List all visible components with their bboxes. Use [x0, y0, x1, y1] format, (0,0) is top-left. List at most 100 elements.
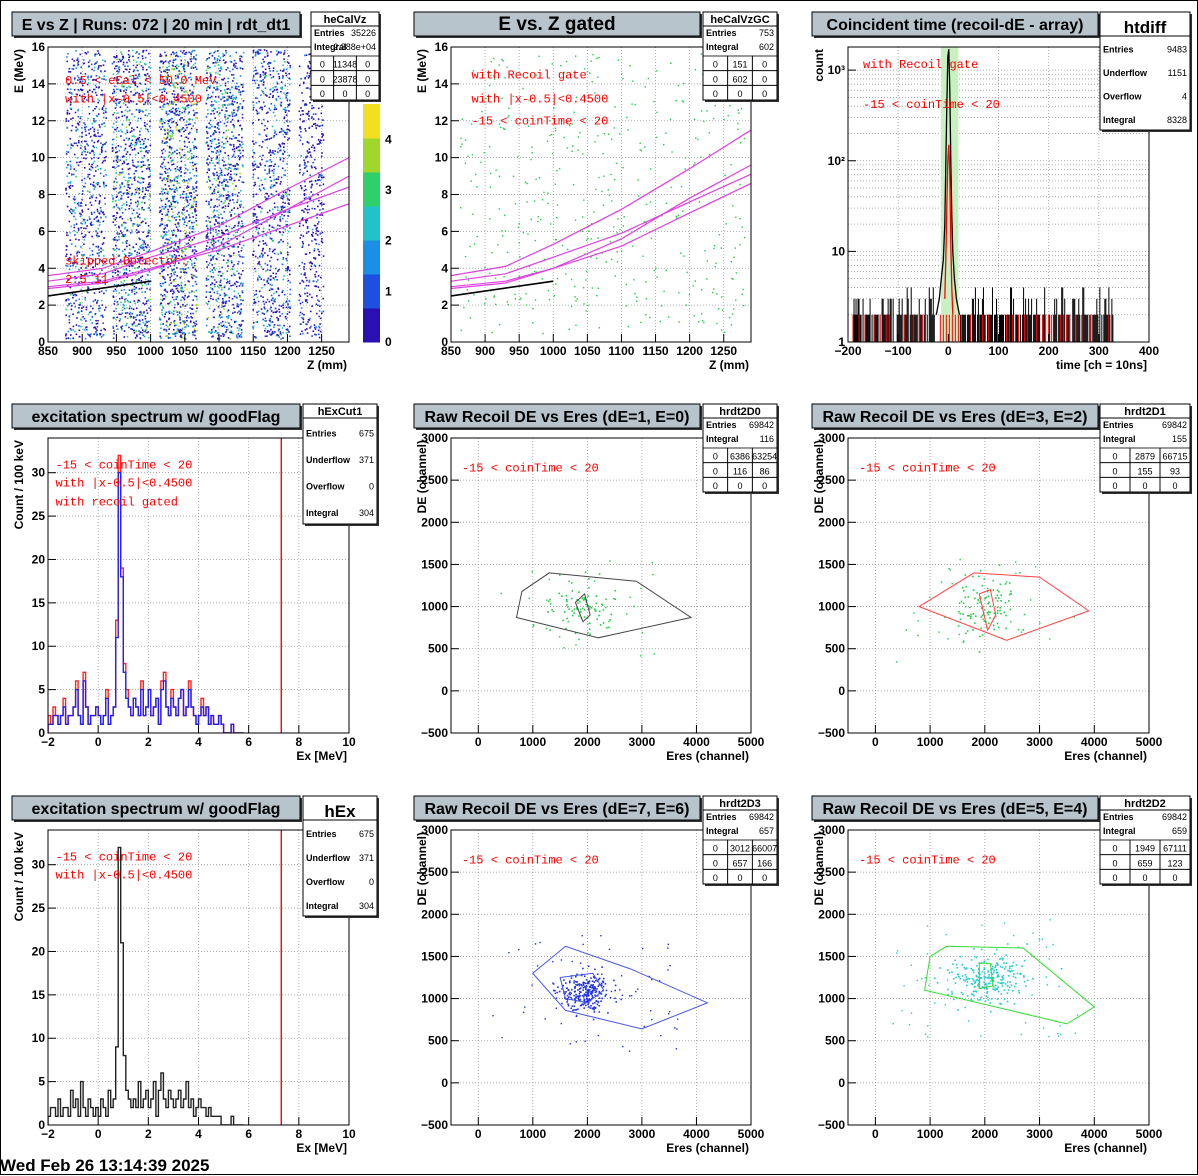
heatmap-cell [95, 313, 97, 315]
heatmap-cell [149, 186, 151, 188]
heatmap-cell [99, 222, 101, 224]
heatmap-cell [263, 84, 265, 86]
heatmap-cell [168, 337, 170, 339]
heatmap-cell [178, 325, 180, 327]
heatmap-cell [239, 296, 241, 298]
heatmap-cell [212, 92, 214, 94]
heatmap-cell [187, 311, 189, 313]
heatmap-cell [226, 294, 228, 296]
heatmap-cell [205, 248, 207, 250]
heatmap-cell [176, 64, 178, 66]
heatmap-cell [138, 238, 140, 240]
heatmap-cell [190, 53, 192, 55]
heatmap-cell [90, 128, 92, 130]
heatmap-cell [80, 147, 82, 149]
heatmap-cell [232, 266, 234, 268]
heatmap-cell [169, 322, 171, 324]
heatmap-cell [262, 248, 264, 250]
heatmap-cell [309, 181, 311, 183]
heatmap-cell [102, 249, 104, 251]
heatmap-cell [99, 154, 101, 156]
heatmap-cell [224, 179, 226, 181]
heatmap-cell [273, 227, 275, 229]
heatmap-cell [241, 137, 243, 139]
heatmap-cell [80, 289, 82, 291]
heatmap-cell [214, 263, 216, 265]
heatmap-cell [229, 280, 231, 282]
heatmap-cell [288, 110, 290, 112]
heatmap-cell [69, 182, 71, 184]
heatmap-cell [191, 205, 193, 207]
heatmap-cell [145, 246, 147, 248]
heatmap-cell [234, 60, 236, 62]
heatmap-cell [118, 161, 120, 163]
heatmap-cell [148, 331, 150, 333]
heatmap-cell [285, 112, 287, 114]
heatmap-cell [172, 180, 174, 182]
heatmap-cell [283, 232, 285, 234]
heatmap-cell [115, 187, 117, 189]
heatmap-cell [164, 130, 166, 132]
heatmap-cell [180, 283, 182, 285]
heatmap-cell [117, 274, 119, 276]
heatmap-cell [87, 51, 89, 53]
heatmap-cell [276, 108, 278, 110]
heatmap-cell [189, 172, 191, 174]
heatmap-cell [66, 56, 68, 58]
heatmap-cell [136, 325, 138, 327]
heatmap-cell [165, 88, 167, 90]
heatmap-cell [317, 234, 319, 236]
heatmap-cell [147, 300, 149, 302]
heatmap-cell [113, 61, 115, 63]
heatmap-cell [72, 117, 74, 119]
heatmap-cell [264, 307, 266, 309]
heatmap-cell [142, 244, 144, 246]
heatmap-cell [233, 227, 235, 229]
heatmap-cell [84, 178, 86, 180]
heatmap-cell [142, 157, 144, 159]
heatmap-cell [207, 66, 209, 68]
heatmap-cell [183, 182, 185, 184]
heatmap-cell [281, 195, 283, 197]
heatmap-cell [287, 132, 289, 134]
heatmap-cell [161, 89, 163, 91]
heatmap-cell [122, 124, 124, 126]
heatmap-cell [321, 175, 323, 177]
heatmap-cell [270, 93, 272, 95]
heatmap-cell [241, 290, 243, 292]
heatmap-cell [164, 329, 166, 331]
heatmap-cell [69, 221, 71, 223]
heatmap-cell [173, 292, 175, 294]
heatmap-cell [137, 189, 139, 191]
heatmap-cell [196, 308, 198, 310]
heatmap-cell [302, 243, 304, 245]
heatmap-cell [119, 209, 121, 211]
heatmap-cell [186, 206, 188, 208]
heatmap-cell [159, 273, 161, 275]
heatmap-cell [134, 250, 136, 252]
heatmap-cell [262, 236, 264, 238]
heatmap-cell [121, 232, 123, 234]
heatmap-cell [100, 251, 102, 253]
heatmap-cell [233, 144, 235, 146]
heatmap-cell [138, 249, 140, 251]
heatmap-cell [211, 193, 213, 195]
heatmap-cell [132, 225, 134, 227]
heatmap-cell [171, 122, 173, 124]
heatmap-cell [98, 308, 100, 310]
heatmap-cell [84, 318, 86, 320]
heatmap-cell [136, 61, 138, 63]
heatmap-cell [180, 56, 182, 58]
heatmap-cell [237, 327, 239, 329]
heatmap-cell [207, 137, 209, 139]
heatmap-cell [242, 155, 244, 157]
heatmap-cell [266, 335, 268, 337]
heatmap-cell [233, 135, 235, 137]
heatmap-cell [222, 273, 224, 275]
heatmap-cell [223, 308, 225, 310]
heatmap-cell [264, 252, 266, 254]
heatmap-cell [136, 167, 138, 169]
heatmap-cell [194, 330, 196, 332]
heatmap-cell [196, 324, 198, 326]
heatmap-cell [213, 52, 215, 54]
